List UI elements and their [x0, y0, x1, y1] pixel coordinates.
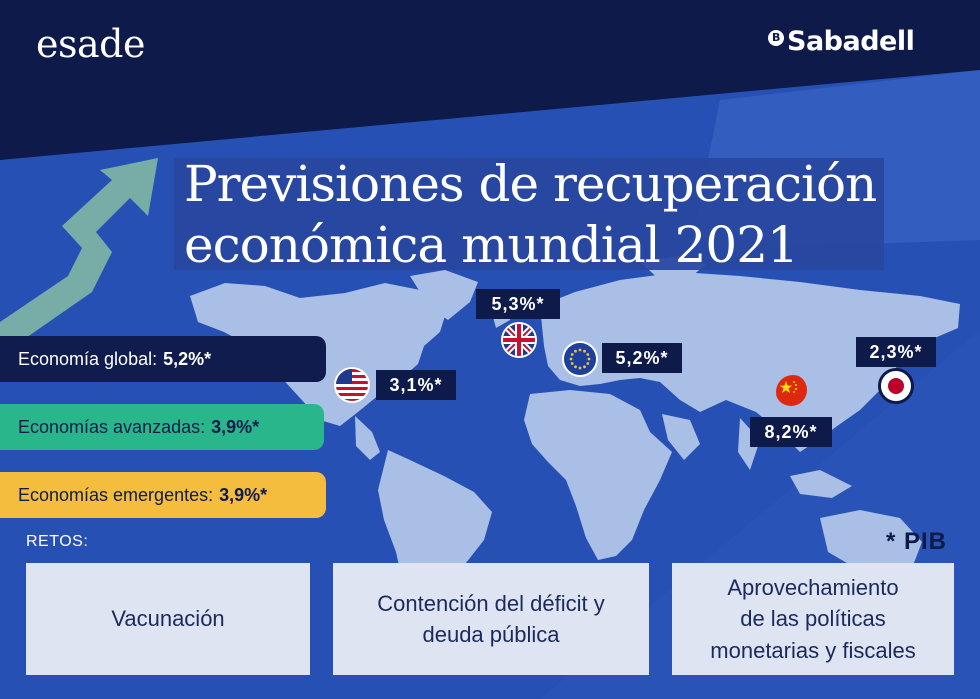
reto-card-line: Vacunación — [111, 606, 225, 632]
title-background — [174, 158, 884, 270]
reto-card-line: de las políticas — [740, 606, 886, 632]
china-flag-icon — [773, 372, 809, 408]
reto-card-line: Contención del déficit y — [377, 590, 605, 616]
usa-growth-value: 3,1%* — [376, 370, 456, 400]
china-growth-value: 8,2%* — [750, 417, 832, 447]
sabadell-logo: B Sabadell — [768, 26, 915, 57]
reto-card-vacunacion: Vacunación — [26, 563, 310, 675]
sabadell-wordmark: Sabadell — [787, 26, 915, 57]
japan-growth-value: 2,3%* — [856, 337, 936, 367]
global-economy-pill: Economía global: 5,2%* — [0, 336, 326, 382]
reto-card-line: Aprovechamiento — [727, 575, 899, 601]
page-title-line-2: económica mundial 2021 — [184, 216, 799, 274]
usa-flag-icon — [334, 367, 370, 403]
uk-flag-icon — [501, 322, 537, 358]
japan-flag-icon — [878, 368, 914, 404]
global-economy-label: Economía global: — [18, 348, 158, 369]
advanced-economies-pill: Economías avanzadas: 3,9%* — [0, 404, 324, 450]
sabadell-mark-icon: B — [768, 29, 784, 46]
esade-logo: esade — [36, 22, 145, 66]
reto-card-line: deuda pública — [422, 622, 560, 647]
uk-growth-value: 5,3%* — [476, 289, 560, 319]
advanced-economies-label: Economías avanzadas: — [18, 416, 206, 437]
emerging-economies-label: Economías emergentes: — [18, 484, 214, 505]
reto-card-politicas: Aprovechamiento de las políticas monetar… — [672, 563, 954, 675]
global-economy-value: 5,2%* — [163, 348, 212, 369]
emerging-economies-value: 3,9%* — [219, 484, 268, 505]
eu-growth-value: 5,2%* — [602, 343, 682, 373]
eu-flag-icon — [562, 341, 598, 377]
emerging-economies-pill: Economías emergentes: 3,9%* — [0, 472, 326, 518]
footnote-pib: * PIB — [886, 528, 948, 555]
reto-card-deficit: Contención del déficit y deuda pública — [333, 563, 649, 675]
advanced-economies-value: 3,9%* — [211, 416, 260, 437]
page-title-line-1: Previsiones de recuperación — [184, 155, 877, 213]
retos-label: RETOS: — [26, 533, 89, 550]
reto-card-line: monetarias y fiscales — [710, 637, 916, 663]
